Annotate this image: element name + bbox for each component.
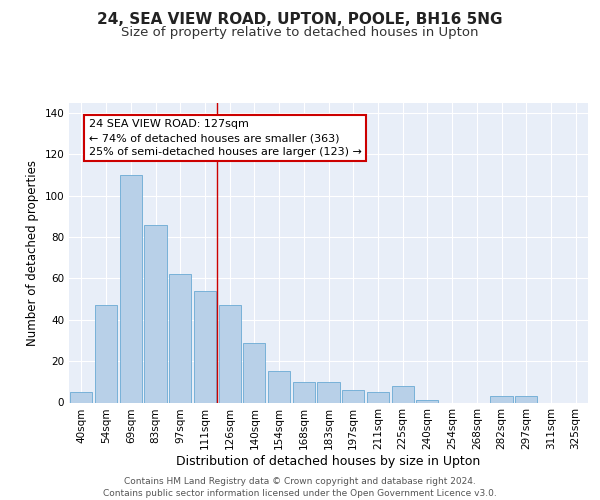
Text: 24 SEA VIEW ROAD: 127sqm
← 74% of detached houses are smaller (363)
25% of semi-: 24 SEA VIEW ROAD: 127sqm ← 74% of detach… <box>89 119 362 157</box>
Bar <box>317 382 340 402</box>
Bar <box>194 291 216 403</box>
Text: Contains HM Land Registry data © Crown copyright and database right 2024.
Contai: Contains HM Land Registry data © Crown c… <box>103 476 497 498</box>
Bar <box>416 400 439 402</box>
Y-axis label: Number of detached properties: Number of detached properties <box>26 160 39 346</box>
Bar <box>243 342 265 402</box>
Bar <box>70 392 92 402</box>
Bar <box>95 306 117 402</box>
Bar <box>145 224 167 402</box>
Bar <box>119 175 142 402</box>
Bar <box>490 396 512 402</box>
Bar <box>515 396 538 402</box>
Bar <box>218 306 241 402</box>
Bar <box>293 382 315 402</box>
Text: 24, SEA VIEW ROAD, UPTON, POOLE, BH16 5NG: 24, SEA VIEW ROAD, UPTON, POOLE, BH16 5N… <box>97 12 503 28</box>
X-axis label: Distribution of detached houses by size in Upton: Distribution of detached houses by size … <box>176 455 481 468</box>
Bar <box>342 390 364 402</box>
Text: Size of property relative to detached houses in Upton: Size of property relative to detached ho… <box>121 26 479 39</box>
Bar <box>392 386 414 402</box>
Bar <box>268 372 290 402</box>
Bar <box>169 274 191 402</box>
Bar <box>367 392 389 402</box>
